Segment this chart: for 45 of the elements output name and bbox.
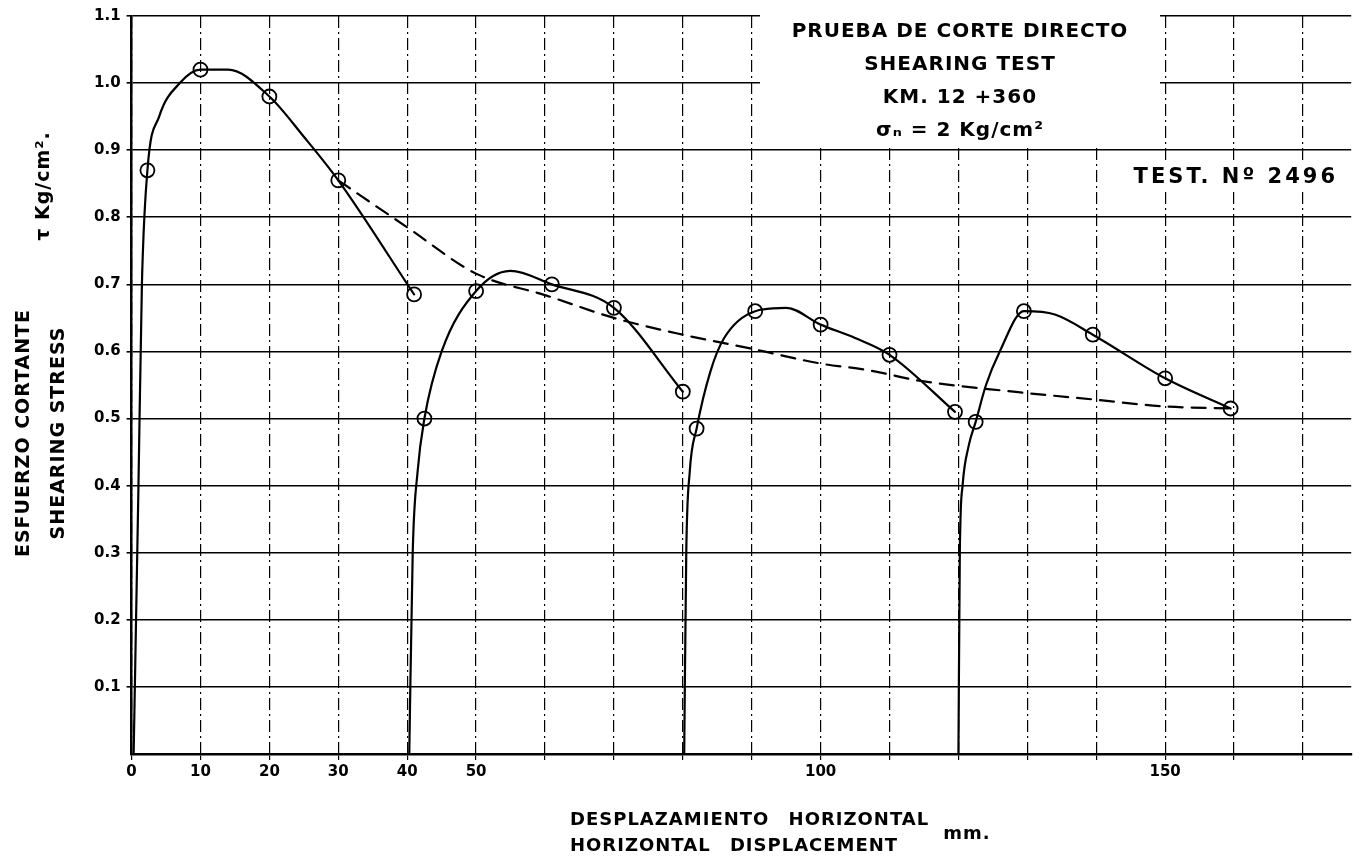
point [406, 286, 422, 303]
point [812, 316, 829, 333]
y-tick-label: 1.1 [93, 5, 121, 24]
chart-title: PRUEBA DE CORTE DIRECTO [790, 17, 1130, 44]
x-tick-label: 30 [327, 761, 349, 780]
point [1084, 326, 1101, 343]
point [139, 162, 156, 179]
y-tick-label: 1.0 [93, 72, 121, 91]
x-tick-label: 100 [804, 761, 837, 780]
y-tick-label: 0.1 [93, 676, 121, 695]
y-tick-label: 0.9 [93, 140, 121, 159]
y-tick-label: 0.5 [93, 408, 121, 427]
y-tick-label: 0.8 [93, 207, 121, 226]
y-tick-label: 0.2 [93, 609, 121, 628]
point [468, 283, 484, 299]
y-tick-label: 0.4 [93, 475, 121, 494]
annotation: TEST. Nº 2496 [1129, 164, 1342, 188]
point [747, 303, 764, 320]
x-tick-label: 150 [1149, 761, 1181, 780]
point [947, 403, 963, 420]
point [544, 276, 560, 293]
point [261, 88, 278, 105]
point [330, 172, 347, 189]
x-tick-label: 10 [190, 761, 211, 780]
y-tick-label: 0.3 [93, 542, 121, 561]
x-axis-title: DESPLAZAMIENTO HORIZONTAL HORIZONTAL DISPLACEMENT [570, 807, 930, 857]
text: SHEARING TEST KM. 12 +360 σₙ = 2 Kg/cm² [863, 50, 1057, 143]
x-tick-label: 0 [126, 761, 137, 780]
point [606, 299, 622, 316]
point [1222, 400, 1239, 417]
x-tick-label: 50 [465, 761, 487, 780]
point [416, 410, 433, 427]
x-tick-label: 20 [258, 761, 280, 780]
point [967, 414, 984, 430]
point [1157, 370, 1174, 387]
point [881, 346, 898, 363]
y-tick-label: 0.6 [93, 341, 121, 360]
text: mm. [943, 821, 991, 843]
x-tick-label: 40 [396, 761, 418, 780]
text: ESFUERZO CORTANTE SHEARING STRESS τ Kg/cm². [11, 131, 68, 558]
point [688, 420, 705, 437]
point [674, 383, 691, 400]
point [1016, 303, 1032, 320]
point [192, 61, 209, 78]
y-tick-label: 0.7 [93, 274, 121, 293]
